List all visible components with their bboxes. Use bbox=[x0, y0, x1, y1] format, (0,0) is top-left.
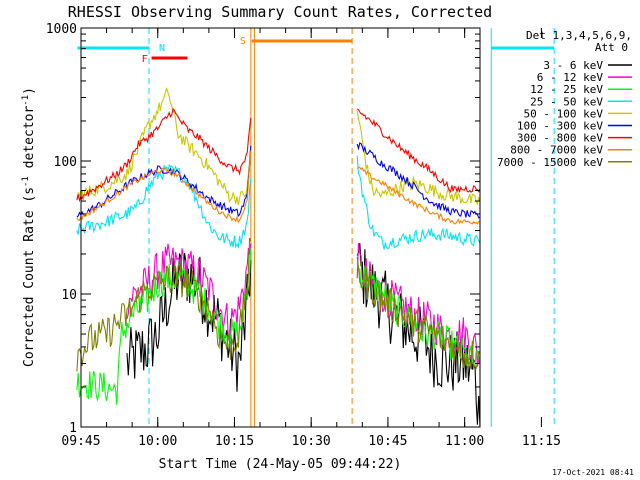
x-tick-label: 11:00 bbox=[445, 434, 484, 449]
y-tick-label: 1 bbox=[69, 421, 77, 436]
series-line bbox=[356, 142, 481, 219]
series-line bbox=[356, 243, 481, 367]
event-markers bbox=[148, 28, 555, 427]
series-line bbox=[76, 87, 252, 206]
y-axis: 1 10 100 1000 bbox=[46, 22, 480, 436]
y-tick-label: 10 bbox=[61, 288, 77, 303]
x-tick-label: 10:00 bbox=[138, 434, 177, 449]
x-tick-label: 10:30 bbox=[292, 434, 331, 449]
x-tick-label: 10:45 bbox=[368, 434, 407, 449]
series-line bbox=[76, 237, 252, 372]
y-tick-label: 100 bbox=[54, 155, 77, 170]
x-axis-label: Start Time (24-May-05 09:44:22) bbox=[159, 457, 402, 472]
legend-entry-label: 12 - 25 keV bbox=[530, 83, 603, 96]
legend-entry-label: 300 - 800 keV bbox=[517, 132, 603, 145]
series-line bbox=[76, 107, 252, 203]
plot-frame bbox=[80, 27, 481, 428]
legend-header-line2: Att 0 bbox=[595, 41, 628, 54]
y-tick-label: 1000 bbox=[46, 22, 77, 37]
series-line bbox=[76, 163, 252, 249]
series-line bbox=[356, 257, 481, 370]
x-axis: 09:45 10:00 10:15 10:30 10:45 11:00 11:15 bbox=[61, 28, 561, 449]
observing-flags: NF S bbox=[77, 36, 555, 65]
series-line bbox=[76, 145, 252, 218]
series-line bbox=[76, 150, 252, 224]
footer-date: 17-Oct-2021 08:41 bbox=[552, 468, 634, 477]
series-line bbox=[356, 155, 481, 250]
legend-header-line1: Det 1,3,4,5,6,9, bbox=[526, 29, 632, 42]
legend-entry-label: 7000 - 15000 keV bbox=[497, 156, 603, 169]
flare-flag-label: F bbox=[142, 54, 148, 65]
legend-entry-label: 6 - 12 keV bbox=[537, 71, 604, 84]
saa-flag-label: S bbox=[240, 36, 246, 47]
series-line bbox=[356, 108, 481, 194]
x-tick-label: 11:15 bbox=[522, 434, 561, 449]
legend-entry-label: 3 - 6 keV bbox=[543, 59, 603, 72]
y-axis-label: Corrected Count Rate (s-1 detector-1) bbox=[21, 87, 37, 367]
night-flag-label: N bbox=[159, 43, 165, 54]
chart-title: RHESSI Observing Summary Count Rates, Co… bbox=[68, 3, 492, 21]
series-lines bbox=[76, 87, 481, 428]
legend-entry-label: 100 - 300 keV bbox=[517, 120, 603, 133]
x-tick-label: 09:45 bbox=[61, 434, 100, 449]
series-line bbox=[126, 243, 252, 342]
series-line bbox=[356, 110, 481, 206]
series-line bbox=[76, 248, 252, 405]
legend-entry-label: 50 - 100 keV bbox=[524, 107, 604, 120]
legend-entry-label: 25 - 50 keV bbox=[530, 95, 603, 108]
series-line bbox=[356, 166, 481, 225]
x-tick-label: 10:15 bbox=[215, 434, 254, 449]
legend-entry-label: 800 - 7000 keV bbox=[510, 144, 603, 157]
